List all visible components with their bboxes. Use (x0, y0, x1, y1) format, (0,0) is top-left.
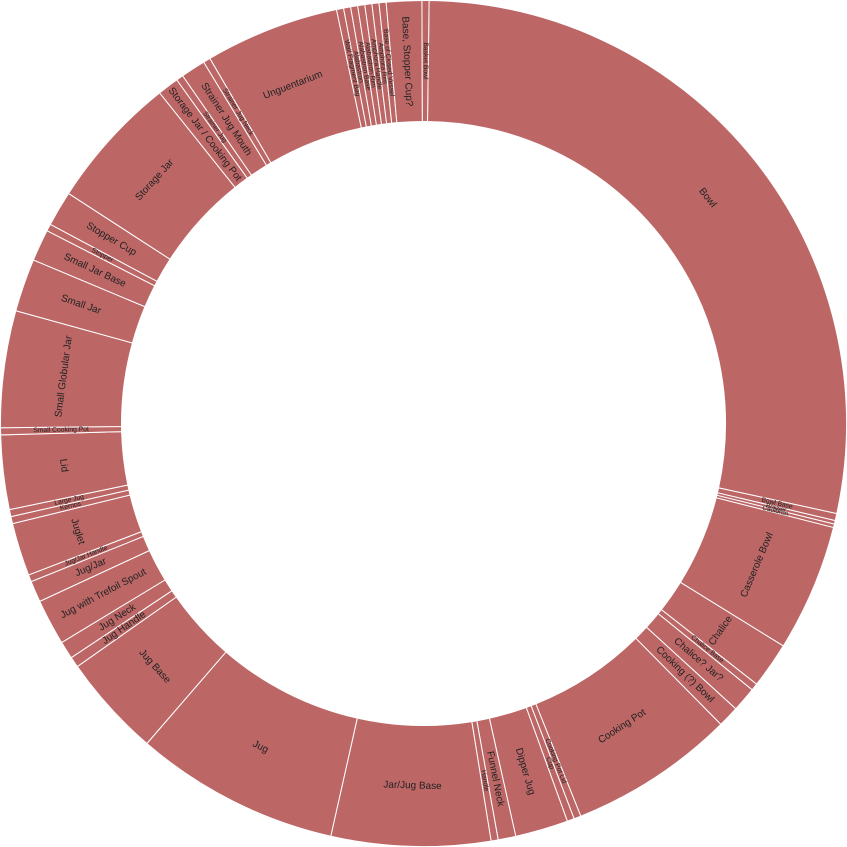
donut-segment[interactable] (421, 0, 430, 123)
segment-label: Basket Bowl (422, 42, 429, 80)
segment-label: Amphora Rim (376, 42, 388, 84)
segment-label: Base, Stopper Cup? (399, 16, 414, 107)
segment-label: Jar/Jug Base (383, 779, 442, 792)
segment-label: Cup (544, 756, 555, 770)
segment-label: Small Cooking Pot (33, 426, 89, 434)
segment-label: Brazier (765, 502, 787, 514)
segment-label: Kernos (59, 500, 82, 512)
donut-segment[interactable] (426, 0, 847, 515)
segment-label: Handle (479, 770, 490, 793)
segment-label: Lid (57, 458, 69, 473)
